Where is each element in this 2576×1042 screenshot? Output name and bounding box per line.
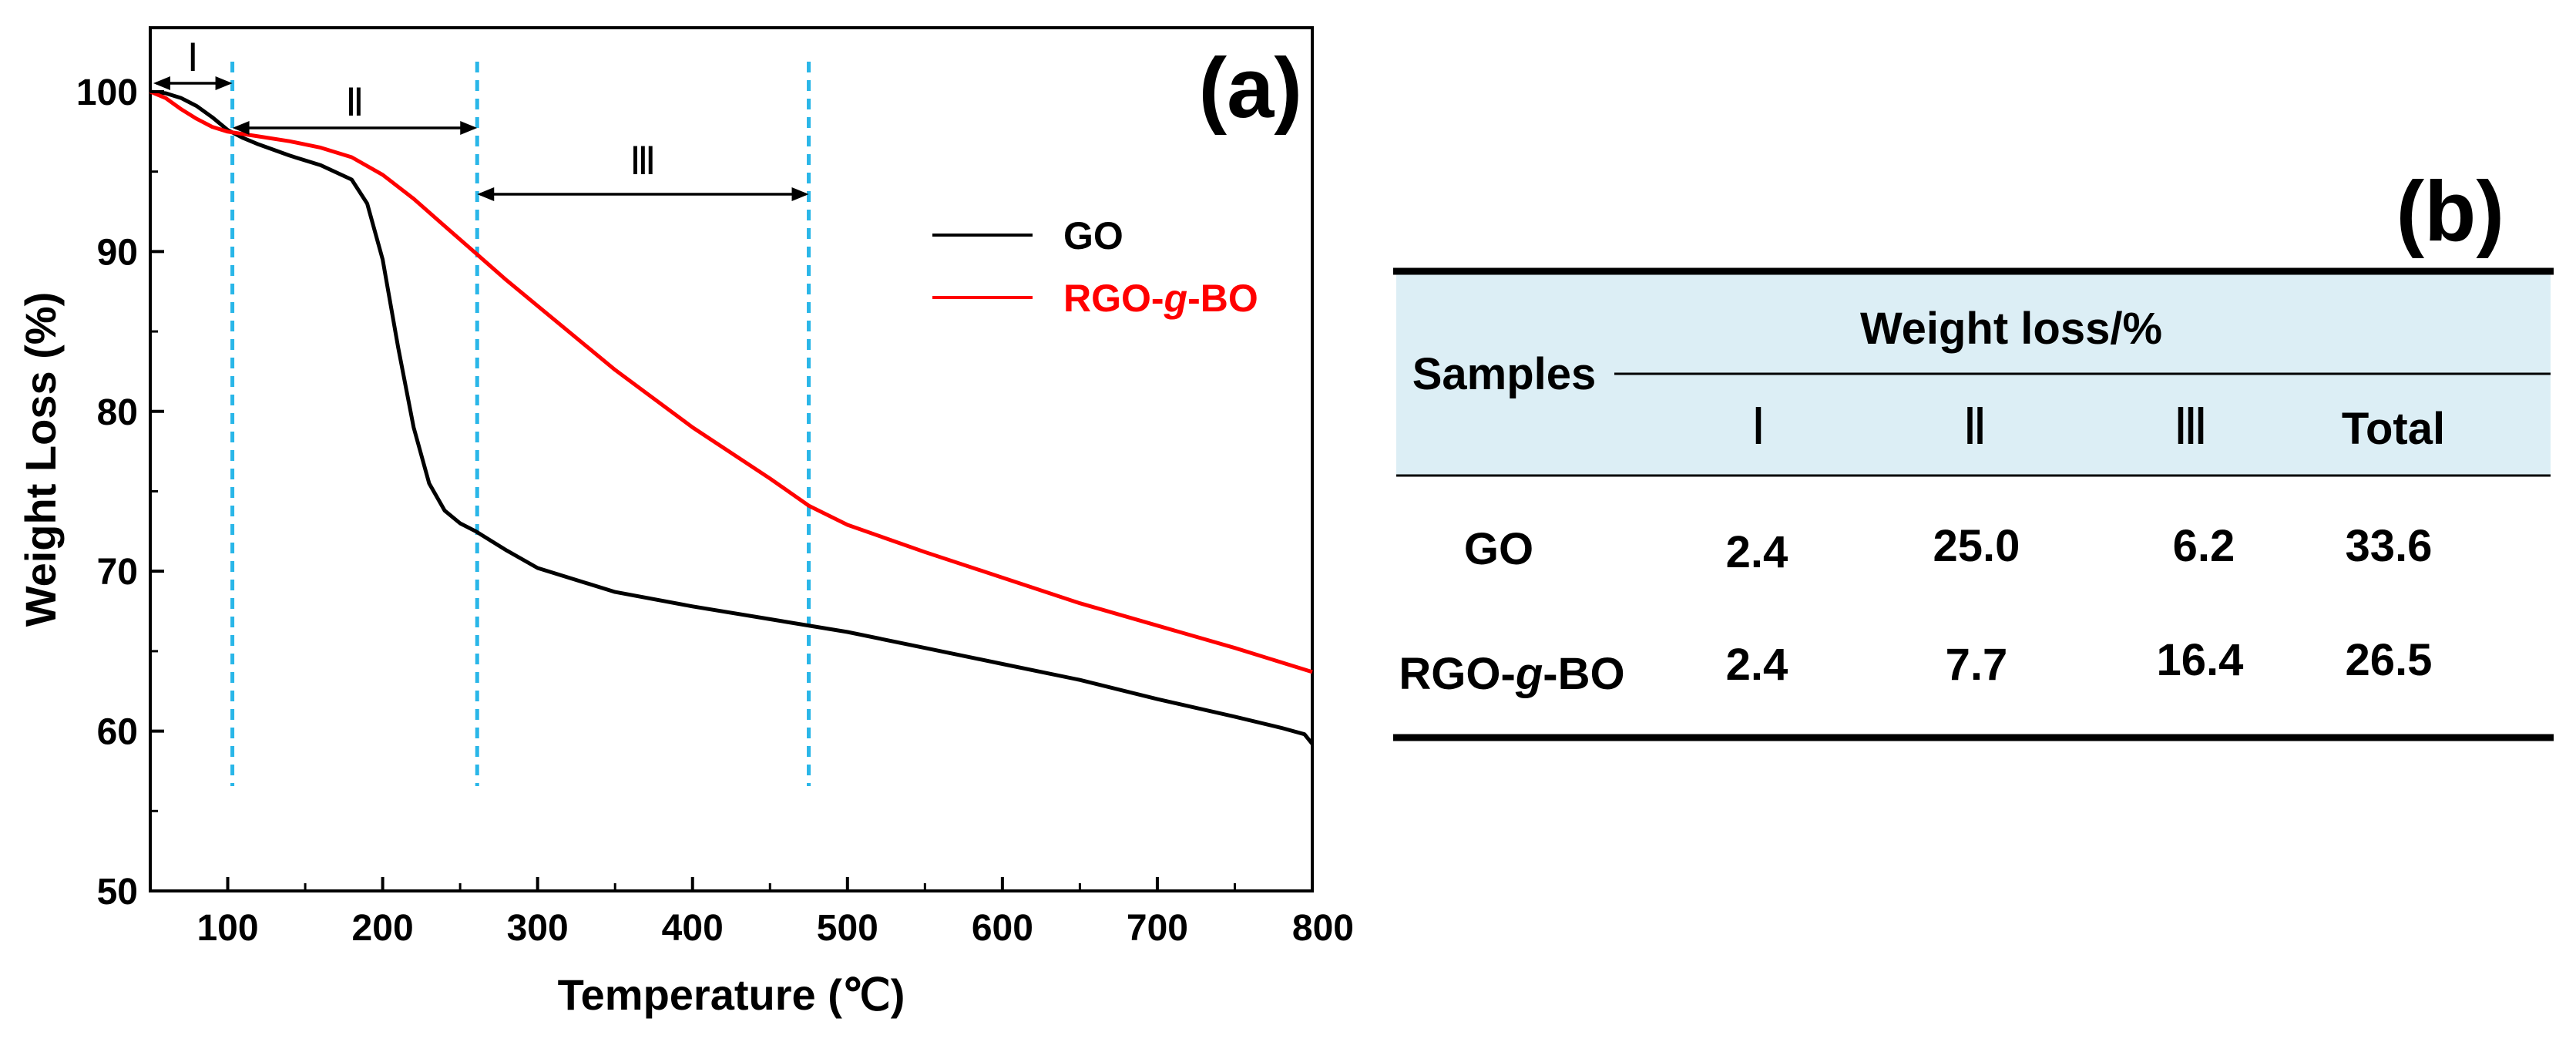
table-col-header-stage-2: Ⅱ xyxy=(1963,399,1987,455)
region-arrow-head xyxy=(215,76,233,90)
region-arrow-head xyxy=(477,187,495,201)
x-tick-label: 400 xyxy=(662,908,724,949)
legend: GO RGO-g-BO xyxy=(932,214,1258,320)
table-row-sample-rgo-g-bo: RGO-g-BO xyxy=(1399,649,1624,699)
legend-label-part: -BO xyxy=(1187,277,1258,320)
y-tick-label: 90 xyxy=(97,232,138,273)
y-axis: 50 60 70 80 90 100 xyxy=(76,72,164,913)
region-label: Ⅱ xyxy=(345,81,364,124)
table-row-header: Samples xyxy=(1412,349,1597,399)
table-cell: 2.4 xyxy=(1726,640,1788,690)
x-tick-label: 800 xyxy=(1292,908,1354,949)
table-cell: 2.4 xyxy=(1726,527,1788,577)
panel-b-label: (b) xyxy=(2396,164,2504,259)
table-row-sample-go: GO xyxy=(1464,524,1533,574)
y-tick-label: 60 xyxy=(97,712,138,753)
table-col-header-stage-1: Ⅰ xyxy=(1751,399,1765,455)
legend-label-rgo-g-bo: RGO-g-BO xyxy=(1063,277,1258,320)
table-cell: 7.7 xyxy=(1946,640,2008,690)
region-arrows: Ⅰ Ⅱ Ⅲ xyxy=(153,36,809,201)
legend-label-part-italic: g xyxy=(1164,277,1188,320)
table-cell: 33.6 xyxy=(2346,521,2433,571)
region-lines xyxy=(230,62,811,786)
region-label: Ⅰ xyxy=(187,36,199,79)
table-cell: 16.4 xyxy=(2157,635,2244,685)
y-tick-label: 50 xyxy=(97,872,138,913)
x-axis-title: Temperature (℃) xyxy=(558,970,905,1019)
series-line-go xyxy=(149,89,1314,745)
region-label: Ⅲ xyxy=(630,139,656,183)
table-sample-part-italic: g xyxy=(1515,649,1543,699)
legend-label-part: RGO- xyxy=(1063,277,1164,320)
region-arrow-head xyxy=(232,121,250,135)
table-group-header: Weight loss/% xyxy=(1860,304,2162,354)
table-col-header-total: Total xyxy=(2342,404,2445,454)
tga-chart: 100 200 300 400 500 600 700 800 50 60 70 80 90 100 Ⅰ… xyxy=(16,26,1354,1019)
table-cell: 6.2 xyxy=(2173,521,2235,571)
y-tick-label: 70 xyxy=(97,552,138,593)
legend-label-go: GO xyxy=(1063,214,1123,257)
panel-a-label: (a) xyxy=(1199,41,1302,136)
plot-frame xyxy=(149,26,1314,892)
x-tick-label: 700 xyxy=(1127,908,1188,949)
weight-loss-table: (b) Samples Weight loss/% Ⅰ Ⅱ Ⅲ Total GO… xyxy=(1393,164,2554,741)
table-cell: 26.5 xyxy=(2346,635,2433,685)
x-tick-label: 600 xyxy=(972,908,1033,949)
y-tick-label: 80 xyxy=(97,392,138,433)
region-arrow-head xyxy=(460,121,478,135)
y-tick-label: 100 xyxy=(76,72,138,113)
x-axis: 100 200 300 400 500 600 700 800 xyxy=(196,877,1354,949)
table-col-header-stage-3: Ⅲ xyxy=(2173,399,2208,455)
x-tick-label: 200 xyxy=(352,908,414,949)
series-lines xyxy=(149,89,1314,745)
table-sample-part: RGO- xyxy=(1399,649,1515,699)
table-sample-part: -BO xyxy=(1543,649,1624,699)
x-tick-label: 500 xyxy=(817,908,878,949)
x-tick-label: 300 xyxy=(507,908,569,949)
table-cell: 25.0 xyxy=(1933,521,2020,571)
series-line-rgo-g-bo xyxy=(149,89,1313,674)
y-axis-title: Weight Loss (%) xyxy=(16,292,65,627)
region-arrow-head xyxy=(791,187,809,201)
region-arrow-head xyxy=(153,76,170,90)
x-tick-label: 100 xyxy=(196,908,258,949)
